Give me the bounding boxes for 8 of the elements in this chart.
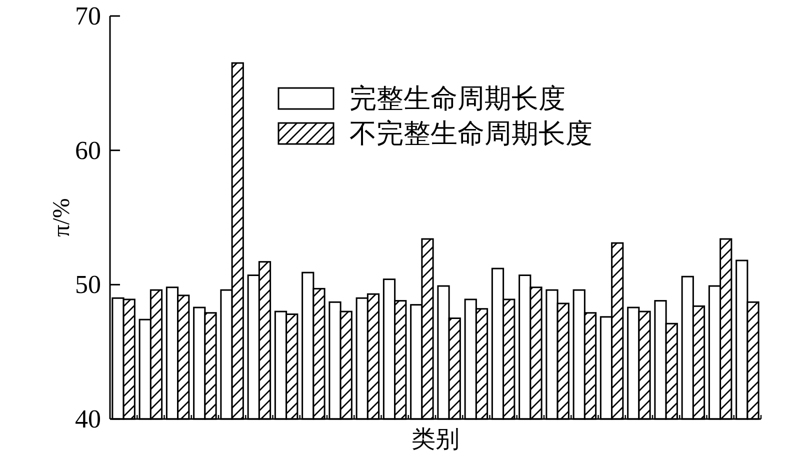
ytick-label: 50 [75,270,101,300]
ytick-label: 40 [75,404,101,434]
legend-label: 完整生命周期长度 [350,84,566,114]
legend-label: 不完整生命周期长度 [350,118,592,148]
ytick-label: 60 [75,136,101,165]
xlabel: 类别 [412,427,460,453]
ylabel: π/% [49,198,75,237]
ytick-label: 70 [75,2,101,30]
